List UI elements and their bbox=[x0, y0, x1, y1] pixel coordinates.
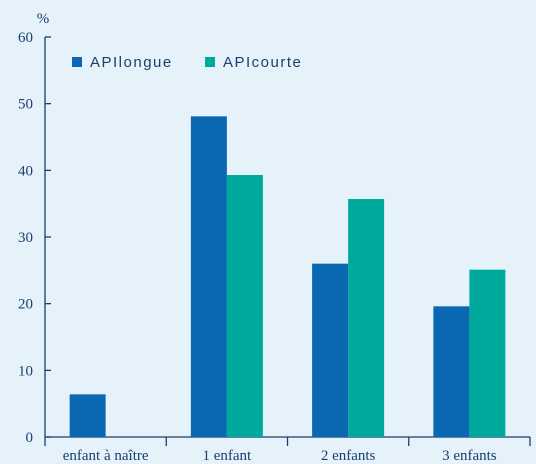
legend-swatch bbox=[205, 57, 215, 67]
bar-longue bbox=[433, 306, 470, 437]
bars bbox=[69, 116, 506, 437]
bar-courte bbox=[226, 175, 263, 437]
x-tick-label: 3 enfants bbox=[442, 448, 497, 464]
x-tick-label: 2 enfants bbox=[321, 448, 376, 464]
x-axis: enfant à naître 1 enfant 2 enfants 3 enfant… bbox=[44, 436, 531, 464]
y-tick-label: 40 bbox=[18, 163, 33, 179]
y-tick-label: 50 bbox=[18, 97, 33, 113]
y-axis-unit-label: % bbox=[37, 11, 50, 27]
x-tick-label: enfant à naître bbox=[63, 448, 149, 464]
y-axis: 0 10 20 30 40 50 60% bbox=[18, 11, 51, 446]
y-tick-label: 10 bbox=[18, 363, 33, 379]
y-tick-label: 20 bbox=[18, 297, 33, 313]
y-tick-label: 30 bbox=[18, 230, 33, 246]
legend: APIlongue APIcourte bbox=[72, 54, 302, 71]
bar-longue bbox=[190, 116, 227, 437]
bar-longue bbox=[312, 263, 349, 437]
y-tick-label: 0 bbox=[26, 430, 34, 446]
legend-swatch bbox=[72, 57, 82, 67]
x-tick-label: 1 enfant bbox=[203, 448, 253, 464]
legend-label: APIcourte bbox=[223, 54, 302, 71]
y-tick-label: 60 bbox=[18, 30, 33, 46]
legend-label: APIlongue bbox=[90, 54, 173, 71]
bar-courte bbox=[469, 269, 506, 437]
bar-longue bbox=[69, 394, 106, 437]
bar-courte bbox=[348, 199, 385, 437]
